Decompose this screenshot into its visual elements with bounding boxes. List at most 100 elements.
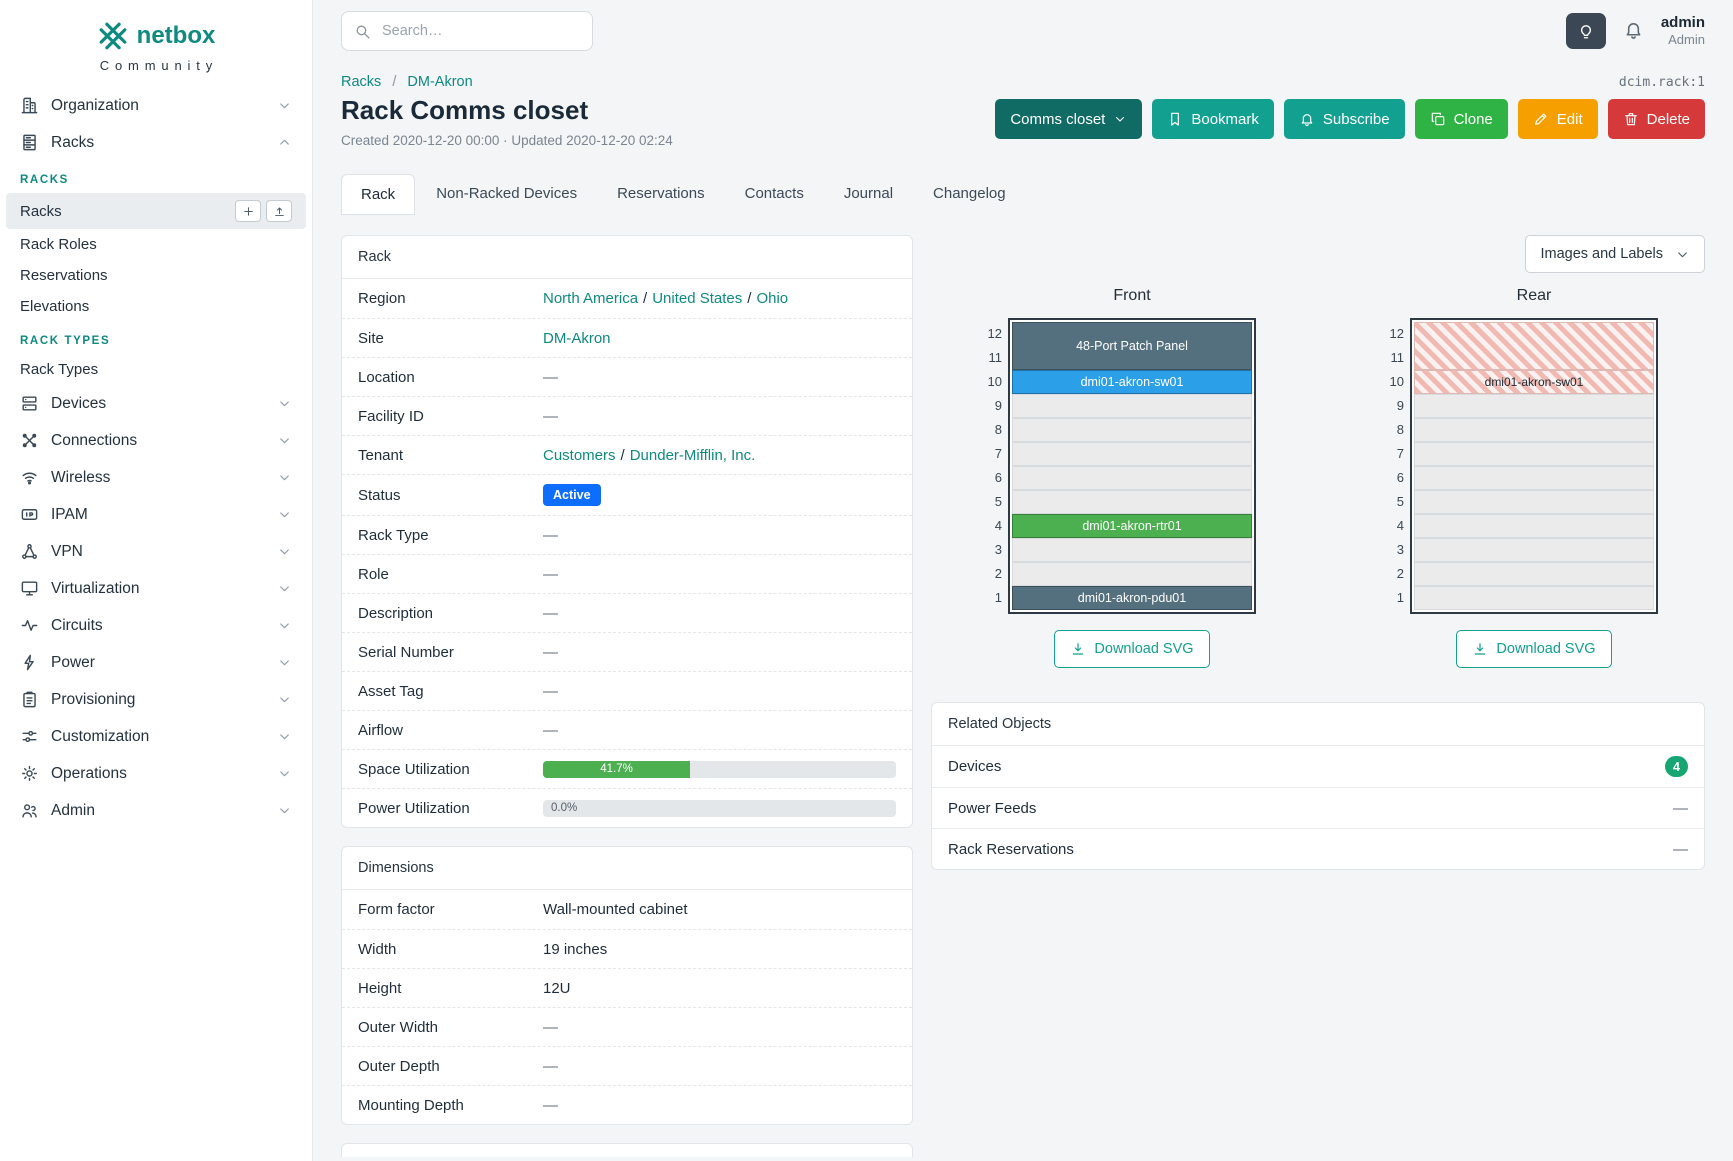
pencil-icon: [1533, 111, 1549, 127]
rack-device-dmi01-akron-pdu01[interactable]: dmi01-akron-pdu01: [1012, 586, 1252, 610]
tab-changelog[interactable]: Changelog: [933, 185, 1006, 202]
tab-rack[interactable]: Rack: [341, 174, 416, 215]
unit-number: 5: [994, 494, 1002, 509]
tab-journal[interactable]: Journal: [843, 185, 894, 202]
sidebar-item-organization[interactable]: Organization: [0, 87, 312, 124]
attr-row-height: Height 12U: [342, 968, 912, 1007]
chevron-down-icon: [277, 729, 292, 744]
sidebar-item-elevations[interactable]: Elevations: [0, 291, 312, 322]
rack-frame-rear: dmi01-akron-sw01: [1410, 318, 1658, 614]
sliders-icon: [20, 727, 39, 746]
sidebar-item-circuits[interactable]: Circuits: [0, 607, 312, 644]
sidebar-item-operations[interactable]: Operations: [0, 755, 312, 792]
sidebar-item-vpn[interactable]: VPN: [0, 533, 312, 570]
rack-device-48-Port Patch Panel[interactable]: 48-Port Patch Panel: [1012, 322, 1252, 370]
site-link[interactable]: DM-Akron: [543, 329, 611, 347]
chevron-down-icon: [277, 803, 292, 818]
attr-row-serial-number: Serial Number —: [342, 632, 912, 671]
rack-card: Rack Region North America / United State…: [341, 235, 913, 828]
delete-button[interactable]: Delete: [1607, 99, 1705, 139]
rack-empty-unit: [1012, 538, 1252, 562]
sidebar-item-customization[interactable]: Customization: [0, 718, 312, 755]
sidebar-item-devices[interactable]: Devices: [0, 385, 312, 422]
sidebar-item-racks-group[interactable]: Racks: [0, 124, 312, 161]
sidebar-item-provisioning[interactable]: Provisioning: [0, 681, 312, 718]
subscribe-button[interactable]: Subscribe: [1283, 99, 1405, 139]
sidebar-item-rack-roles[interactable]: Rack Roles: [0, 229, 312, 260]
tenant-group-link[interactable]: Customers: [543, 446, 616, 464]
images-and-labels-dropdown[interactable]: Images and Labels: [1525, 235, 1705, 273]
tab-reservations[interactable]: Reservations: [617, 185, 705, 202]
nav-section-header-racks: RACKS: [20, 174, 69, 186]
region-link[interactable]: North America: [543, 290, 639, 307]
rack-device-dmi01-akron-rtr01[interactable]: dmi01-akron-rtr01: [1012, 514, 1252, 538]
region-link[interactable]: United States: [652, 290, 743, 307]
page-title: Rack Comms closet: [341, 95, 589, 125]
brand[interactable]: netbox Community: [0, 16, 312, 87]
bookmark-button[interactable]: Bookmark: [1152, 99, 1274, 139]
edit-button[interactable]: Edit: [1517, 99, 1598, 139]
unit-number: 10: [1389, 374, 1404, 389]
sidebar-item-label: Provisioning: [51, 690, 136, 708]
sidebar-item-label: Organization: [51, 96, 139, 114]
sidebar-item-reservations[interactable]: Reservations: [0, 260, 312, 291]
unit-number: 1: [1396, 590, 1404, 605]
sidebar-item-power[interactable]: Power: [0, 644, 312, 681]
sidebar-item-label: Devices: [51, 394, 107, 412]
sidebar-item-ipam[interactable]: IPAM: [0, 496, 312, 533]
attr-row-description: Description —: [342, 593, 912, 632]
sidebar: netbox Community Organization Racks RACK…: [0, 0, 313, 1161]
rack-empty-unit: [1012, 466, 1252, 490]
rack-context-dropdown[interactable]: Comms closet: [995, 99, 1143, 139]
tenant-link[interactable]: Dunder-Mifflin, Inc.: [629, 446, 756, 464]
sidebar-item-connections[interactable]: Connections: [0, 422, 312, 459]
sidebar-item-admin[interactable]: Admin: [0, 792, 312, 829]
download-icon: [1070, 641, 1086, 657]
sidebar-item-racks[interactable]: Racks: [6, 193, 306, 229]
unit-number: 7: [1396, 446, 1404, 461]
sidebar-item-label: Elevations: [20, 298, 90, 315]
breadcrumb-site-link[interactable]: DM-Akron: [407, 74, 473, 90]
netbox-logo-icon: [97, 20, 129, 52]
rack-device-dmi01-akron-sw01[interactable]: dmi01-akron-sw01: [1012, 370, 1252, 394]
sidebar-item-wireless[interactable]: Wireless: [0, 459, 312, 496]
related-row-devices[interactable]: Devices 4: [932, 746, 1704, 787]
notifications-button[interactable]: [1621, 17, 1646, 45]
rack-elevations: Front 12 11 10 9 8 7 6 5 4 3 2 1 48-Port Patch Pane…: [931, 287, 1705, 668]
sidebar-item-label: Virtualization: [51, 579, 140, 597]
clone-button[interactable]: Clone: [1414, 99, 1508, 139]
related-row-power-feeds[interactable]: Power Feeds —: [932, 787, 1704, 828]
sidebar-item-rack-types[interactable]: Rack Types: [0, 354, 312, 385]
attr-row-role: Role —: [342, 554, 912, 593]
attr-row-mounting-depth: Mounting Depth —: [342, 1085, 912, 1124]
user-role: Admin: [1668, 32, 1705, 48]
user-menu[interactable]: admin Admin: [1661, 14, 1705, 48]
import-racks-button[interactable]: [266, 200, 292, 222]
rack-grid-rear: dmi01-akron-sw01: [1414, 322, 1654, 610]
rack-device-dmi01-akron-sw01[interactable]: dmi01-akron-sw01: [1414, 370, 1654, 394]
search-input[interactable]: [380, 22, 580, 40]
global-search: [341, 11, 593, 51]
tab-contacts[interactable]: Contacts: [744, 185, 804, 202]
related-objects-title: Related Objects: [932, 703, 1704, 746]
upload-icon: [273, 205, 286, 218]
sidebar-item-virtualization[interactable]: Virtualization: [0, 570, 312, 607]
unit-numbers: 12 11 10 9 8 7 6 5 4 3 2 1: [978, 318, 1002, 614]
breadcrumb-racks-link[interactable]: Racks: [341, 74, 382, 90]
download-svg-rear-button[interactable]: Download SVG: [1456, 630, 1612, 668]
power-utilization-bar: 0.0%: [543, 799, 896, 817]
related-row-rack-reservations[interactable]: Rack Reservations —: [932, 828, 1704, 869]
download-svg-front-button[interactable]: Download SVG: [1054, 630, 1210, 668]
sidebar-item-label: VPN: [51, 542, 83, 560]
left-column: Rack Region North America / United State…: [341, 235, 913, 1157]
sidebar-item-label: IPAM: [51, 505, 88, 523]
tab-non-racked-devices[interactable]: Non-Racked Devices: [436, 185, 578, 202]
add-rack-button[interactable]: [235, 200, 261, 222]
theme-toggle-button[interactable]: [1565, 13, 1606, 49]
unit-number: 7: [994, 446, 1002, 461]
network-icon: [20, 542, 39, 561]
monitor-icon: [20, 579, 39, 598]
tab-bar: Rack Non-Racked Devices Reservations Con…: [341, 174, 1705, 215]
chevron-down-icon: [277, 396, 292, 411]
region-link[interactable]: Ohio: [756, 290, 789, 307]
